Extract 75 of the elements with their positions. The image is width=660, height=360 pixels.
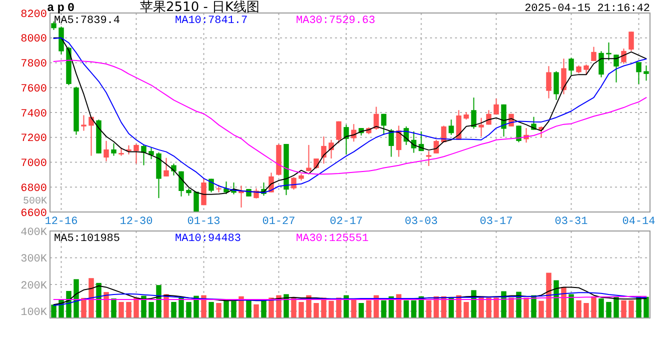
candlestick <box>494 98 499 115</box>
candlestick <box>164 157 169 177</box>
text: MA30:125551 <box>296 233 370 245</box>
candlestick <box>134 143 139 164</box>
text: MA10:94483 <box>175 233 242 245</box>
candlestick <box>411 130 416 154</box>
candlestick <box>201 178 206 206</box>
candlestick <box>644 64 649 82</box>
series-label: MA5:7839.4 <box>54 15 120 27</box>
line-series <box>53 60 647 175</box>
chart-title: 苹果2510 - 日K线图 <box>140 0 260 15</box>
candlestick <box>546 66 552 99</box>
y-tick-label: 200K <box>20 280 48 292</box>
candlestick <box>344 124 349 155</box>
candlestick <box>81 114 86 132</box>
x-tick-label: 12-30 <box>120 216 153 228</box>
y-tick-label: 8200 <box>20 8 47 21</box>
candlestick <box>328 139 334 160</box>
annotation: ap0 <box>47 1 78 15</box>
y-tick-label: 6600 <box>20 208 47 220</box>
y-tick-label: 300K <box>20 254 48 266</box>
y-tick-label: 7200 <box>20 133 47 146</box>
candlestick <box>141 144 146 166</box>
candlestick <box>554 70 559 100</box>
candlestick <box>486 110 492 126</box>
x-tick-label: 04-14 <box>622 216 656 228</box>
y-tick-label: 7600 <box>20 83 47 96</box>
candlestick <box>628 31 634 52</box>
candlestick <box>381 113 386 136</box>
candlestick <box>591 46 596 62</box>
line-series <box>53 292 647 306</box>
candlestick <box>148 147 154 160</box>
y-tick-label: 100K <box>20 307 48 320</box>
candlestick <box>621 48 626 64</box>
x-tick-label: 03-17 <box>480 216 513 228</box>
text: MA10:7841.7 <box>175 15 248 27</box>
y-tick-label: 7000 <box>20 158 47 170</box>
candlestick <box>606 42 612 61</box>
x-tick-label: 03-03 <box>404 216 438 228</box>
x-tick-label: 12-16 <box>44 216 78 228</box>
candlestick <box>636 62 642 85</box>
candlestick <box>58 26 64 55</box>
candlestick <box>306 144 312 172</box>
text: MA30:7529.63 <box>296 15 376 27</box>
candlestick <box>426 150 432 166</box>
candlestick <box>291 176 296 190</box>
y-tick-label: 7400 <box>20 108 47 120</box>
chart-subtitle: 2025-04-15 21:16:42 <box>524 3 650 15</box>
y-tick-label: 6800 <box>20 182 47 195</box>
y-tick-label: 400K <box>20 226 48 239</box>
y-tick-label: 7800 <box>20 58 47 71</box>
candlestick <box>374 106 379 130</box>
candlestick <box>321 136 326 164</box>
text: 500K <box>22 196 47 208</box>
x-tick-label: 01-13 <box>187 216 220 228</box>
candlestick <box>614 54 619 83</box>
x-tick-label: 03-31 <box>554 216 588 228</box>
x-tick-label: 01-27 <box>262 216 296 228</box>
candlestick <box>111 142 116 156</box>
text: MA5:101985 <box>54 233 120 245</box>
candlestick <box>516 125 522 143</box>
candlestick <box>336 120 342 144</box>
candlestick <box>561 58 566 95</box>
candlestick <box>598 50 604 78</box>
candlestick <box>478 117 484 138</box>
x-tick-label: 02-17 <box>330 216 363 228</box>
candlestick <box>584 64 589 76</box>
candlestick <box>471 97 476 130</box>
candlestick <box>568 57 574 76</box>
candlestick <box>448 119 454 136</box>
y-tick-label: 8000 <box>20 34 47 46</box>
candlestick <box>388 128 394 158</box>
candlestick <box>104 140 109 162</box>
candlestick <box>396 125 402 158</box>
candlestick <box>434 139 439 154</box>
